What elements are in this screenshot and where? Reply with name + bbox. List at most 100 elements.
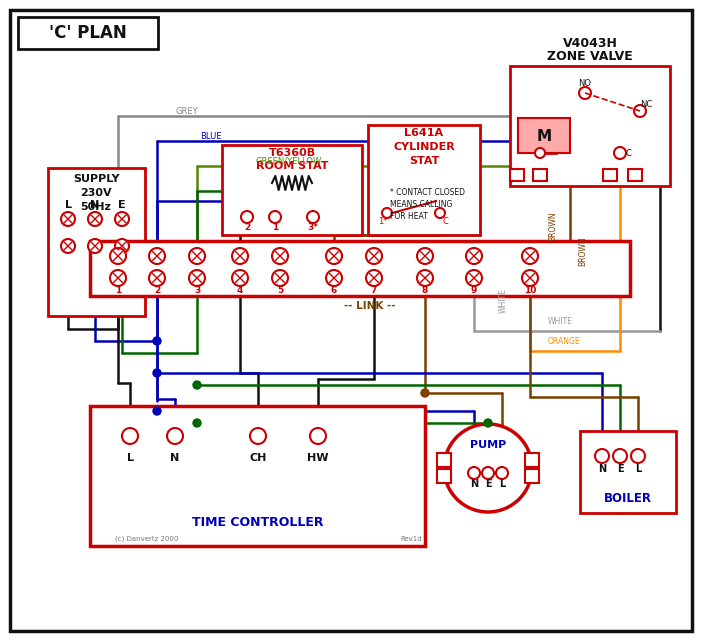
Circle shape (115, 239, 129, 253)
Circle shape (269, 211, 281, 223)
Text: 6: 6 (331, 285, 337, 294)
Circle shape (631, 449, 645, 463)
Text: 4: 4 (237, 285, 243, 294)
Text: TIME CONTROLLER: TIME CONTROLLER (192, 517, 324, 529)
Circle shape (468, 467, 480, 479)
Text: BOILER: BOILER (604, 492, 652, 504)
Text: L641A: L641A (404, 128, 444, 138)
Text: 3*: 3* (307, 222, 319, 231)
Text: -- LINK --: -- LINK -- (344, 301, 396, 311)
Circle shape (272, 270, 288, 286)
Text: N: N (91, 200, 100, 210)
Circle shape (484, 419, 492, 427)
Text: 'C' PLAN: 'C' PLAN (49, 24, 127, 42)
Circle shape (153, 369, 161, 377)
Text: CYLINDER: CYLINDER (393, 142, 455, 152)
Text: WHITE: WHITE (548, 317, 573, 326)
Circle shape (382, 208, 392, 218)
Circle shape (149, 270, 165, 286)
Bar (525, 469, 539, 483)
Text: V4043H: V4043H (562, 37, 618, 49)
Text: 1: 1 (272, 222, 278, 231)
Text: Rev1d: Rev1d (400, 536, 422, 542)
Circle shape (417, 248, 433, 264)
Bar (510, 66, 670, 186)
Text: 9: 9 (471, 285, 477, 294)
Circle shape (250, 428, 266, 444)
Circle shape (613, 449, 627, 463)
Text: NC: NC (640, 99, 652, 108)
Bar (533, 169, 547, 181)
Text: 7: 7 (371, 285, 377, 294)
Text: E: E (118, 200, 126, 210)
Bar (510, 169, 524, 181)
Circle shape (466, 248, 482, 264)
Text: N: N (598, 464, 606, 474)
Text: SUPPLY: SUPPLY (73, 174, 119, 184)
Text: PUMP: PUMP (470, 440, 506, 450)
Circle shape (88, 239, 102, 253)
Bar (368, 125, 480, 235)
Circle shape (326, 248, 342, 264)
Text: 2: 2 (154, 285, 160, 294)
Text: 1: 1 (115, 285, 121, 294)
Text: C: C (625, 149, 631, 158)
Text: L: L (499, 479, 505, 489)
Bar (222, 145, 362, 235)
Text: CH: CH (249, 453, 267, 463)
Circle shape (634, 105, 646, 117)
Circle shape (153, 407, 161, 415)
Bar (437, 453, 451, 467)
Text: E: E (616, 464, 623, 474)
Circle shape (522, 270, 538, 286)
Text: ZONE VALVE: ZONE VALVE (547, 49, 633, 63)
Circle shape (153, 337, 161, 345)
Text: (c) Danvertz 2000: (c) Danvertz 2000 (115, 536, 178, 542)
Text: WHITE: WHITE (498, 288, 508, 313)
Circle shape (307, 211, 319, 223)
Circle shape (417, 270, 433, 286)
Text: M: M (536, 128, 552, 144)
Bar (48, 168, 145, 316)
Text: HW: HW (307, 453, 329, 463)
Bar (580, 431, 676, 513)
Circle shape (115, 212, 129, 226)
Bar (437, 469, 451, 483)
Text: BLUE: BLUE (200, 131, 222, 140)
Text: ROOM STAT: ROOM STAT (256, 161, 329, 171)
Text: STAT: STAT (409, 156, 439, 166)
Circle shape (61, 212, 75, 226)
Text: L: L (635, 464, 641, 474)
Text: T6360B: T6360B (268, 148, 316, 158)
Text: 3: 3 (194, 285, 200, 294)
Circle shape (482, 467, 494, 479)
Circle shape (522, 248, 538, 264)
Bar (525, 453, 539, 467)
Text: NO: NO (578, 78, 592, 88)
Circle shape (189, 270, 205, 286)
Text: ORANGE: ORANGE (548, 337, 581, 345)
Text: BROWN: BROWN (548, 211, 557, 241)
Text: L: L (126, 453, 133, 463)
Bar (18, 17, 158, 49)
Circle shape (88, 212, 102, 226)
Circle shape (232, 270, 248, 286)
Text: GREEN/YELLOW: GREEN/YELLOW (255, 156, 322, 165)
Text: 230V: 230V (80, 188, 112, 198)
Circle shape (535, 148, 545, 158)
Circle shape (241, 211, 253, 223)
Bar (90, 241, 630, 296)
Text: 8: 8 (422, 285, 428, 294)
Bar (90, 406, 425, 546)
Circle shape (579, 87, 591, 99)
Text: 10: 10 (524, 285, 536, 294)
Circle shape (496, 467, 508, 479)
Circle shape (193, 381, 201, 389)
Text: L: L (65, 200, 72, 210)
Circle shape (149, 248, 165, 264)
Circle shape (232, 248, 248, 264)
Circle shape (366, 270, 382, 286)
Circle shape (189, 248, 205, 264)
Circle shape (110, 270, 126, 286)
Text: 5: 5 (277, 285, 283, 294)
